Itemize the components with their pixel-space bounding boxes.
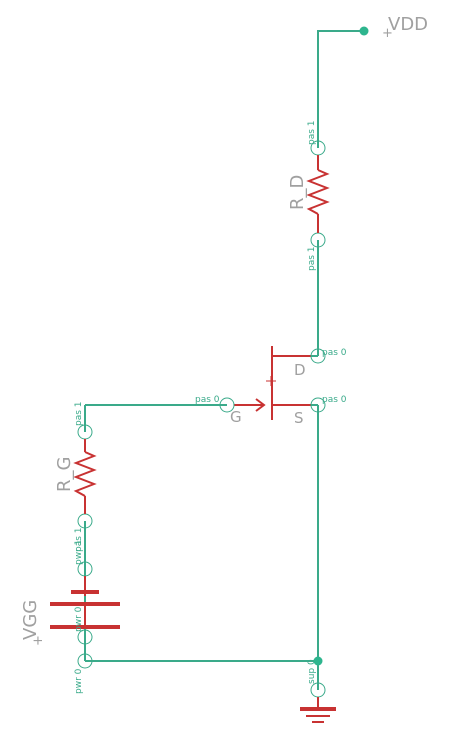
vgg-mid-pin [77,629,93,645]
rg-bottom-pin-label: pas 1 [74,527,84,552]
rd-top-pin-label: pas 1 [307,120,317,145]
vgg-source: VGG + pwr 1 pwr 0 pwr 0 [20,540,120,694]
vgg-label: VGG [20,600,41,640]
mos-gate-arrow [255,398,266,412]
resistor-rd: R_D pas 1 pas 1 [287,120,330,271]
vdd-plus-sign: + [382,26,393,41]
mos-source-pin-label: pas 0 [322,395,347,405]
wire-vdd-to-rd [317,30,364,148]
mos-source-label: S [294,409,304,427]
gnd-junction [313,656,323,666]
mos-drain-pin [310,348,326,364]
rg-label: R_G [54,457,75,492]
mos-gate-label: G [230,408,242,426]
mos-source-pin [310,397,326,413]
vgg-plus-sign: + [31,635,46,646]
rd-bottom-pin-label: pas 1 [307,246,317,271]
vdd-label: VDD [388,14,428,35]
rd-zigzag [306,169,330,215]
mos-gate-pin [219,397,235,413]
mos-drain-pin-label: pas 0 [322,348,347,358]
vgg-bottom-pin-label: pwr 0 [74,668,84,694]
vgg-bottom-pin [77,653,93,669]
gnd-pin-label: sup 0 [307,659,317,684]
rg-zigzag [73,451,97,497]
rd-label: R_D [287,175,308,210]
mos-drain-label: D [294,361,306,379]
vdd-junction [359,26,369,36]
ground-symbol: sup 0 [300,659,336,723]
wires [84,30,364,690]
vgg-mid-pin-label: pwr 0 [74,606,84,632]
vdd-supply: VDD + [382,14,428,41]
mosfet: D G S pas 0 pas 0 pas 0 [195,346,347,427]
vgg-top-pin-label: pwr 1 [74,540,84,565]
mos-gate-pin-label: pas 0 [195,395,220,405]
rg-top-pin-label: pas 1 [74,401,84,426]
resistor-rg: R_G pas 1 pas 1 [54,401,97,552]
